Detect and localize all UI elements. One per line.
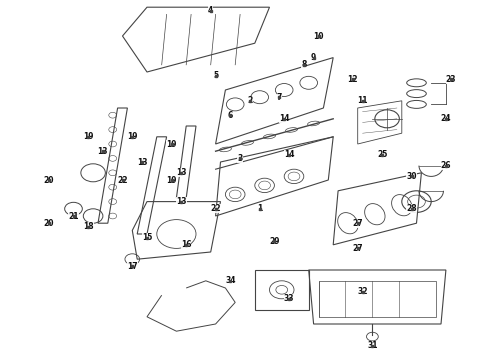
Text: 22: 22 bbox=[210, 204, 221, 213]
Text: 31: 31 bbox=[367, 341, 378, 350]
Text: 19: 19 bbox=[83, 132, 94, 141]
Text: 33: 33 bbox=[284, 294, 294, 303]
Text: 23: 23 bbox=[445, 75, 456, 84]
Text: 20: 20 bbox=[44, 219, 54, 228]
Text: 27: 27 bbox=[352, 244, 363, 253]
Text: 11: 11 bbox=[357, 96, 368, 105]
Text: 6: 6 bbox=[228, 111, 233, 120]
Text: 10: 10 bbox=[313, 32, 324, 41]
Text: 8: 8 bbox=[301, 60, 306, 69]
Text: 28: 28 bbox=[406, 204, 417, 213]
Text: 13: 13 bbox=[176, 168, 187, 177]
Text: 12: 12 bbox=[347, 75, 358, 84]
Text: 27: 27 bbox=[352, 219, 363, 228]
Text: 14: 14 bbox=[279, 114, 290, 123]
Text: 13: 13 bbox=[137, 158, 147, 166]
Text: 19: 19 bbox=[127, 132, 138, 141]
Text: 7: 7 bbox=[277, 93, 282, 102]
Text: 1: 1 bbox=[257, 204, 262, 213]
Text: 13: 13 bbox=[176, 197, 187, 206]
Text: 19: 19 bbox=[166, 176, 177, 185]
Text: 16: 16 bbox=[181, 240, 192, 249]
Text: 17: 17 bbox=[127, 262, 138, 271]
Text: 19: 19 bbox=[166, 140, 177, 149]
Text: 24: 24 bbox=[441, 114, 451, 123]
Text: 20: 20 bbox=[44, 176, 54, 185]
Text: 2: 2 bbox=[247, 96, 252, 105]
Text: 21: 21 bbox=[68, 212, 79, 220]
Text: 4: 4 bbox=[208, 6, 213, 15]
Text: 29: 29 bbox=[269, 237, 280, 246]
Text: 13: 13 bbox=[98, 147, 108, 156]
Text: 3: 3 bbox=[238, 154, 243, 163]
Text: 18: 18 bbox=[83, 222, 94, 231]
Text: 25: 25 bbox=[377, 150, 388, 159]
Text: 9: 9 bbox=[311, 53, 316, 62]
Text: 15: 15 bbox=[142, 233, 152, 242]
Text: 32: 32 bbox=[357, 287, 368, 296]
Text: 14: 14 bbox=[284, 150, 294, 159]
Text: 30: 30 bbox=[406, 172, 417, 181]
Text: 26: 26 bbox=[441, 161, 451, 170]
Text: 34: 34 bbox=[225, 276, 236, 285]
Text: 22: 22 bbox=[117, 176, 128, 185]
Text: 5: 5 bbox=[213, 71, 218, 80]
